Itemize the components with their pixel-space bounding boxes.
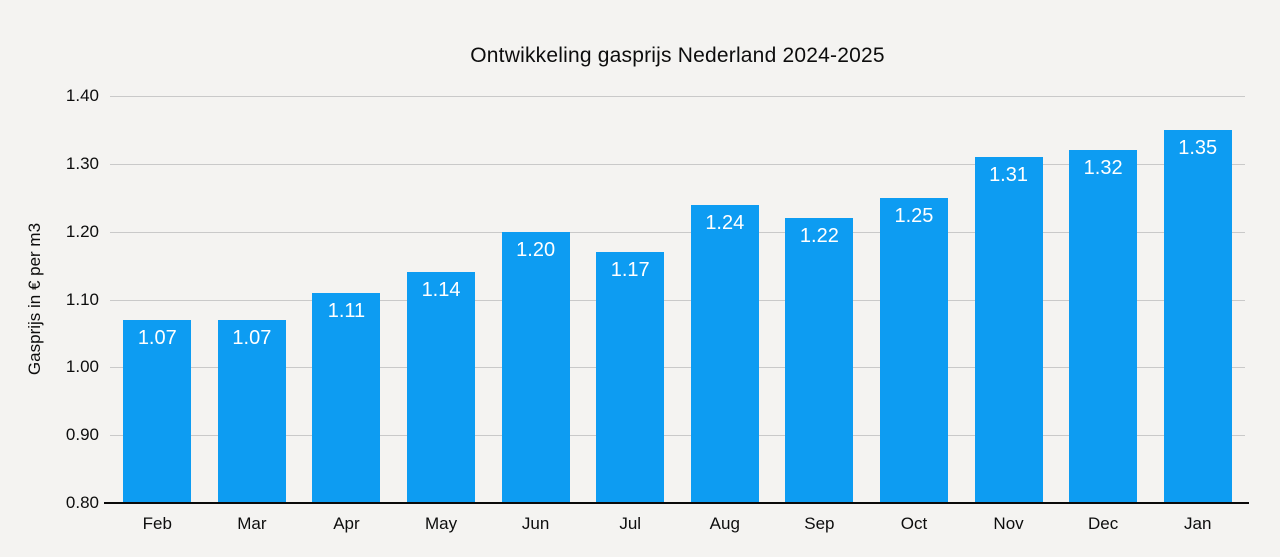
y-tick-label: 1.10: [65, 289, 99, 309]
bar-value-label: 1.22: [799, 225, 839, 248]
bar-value-label: 1.25: [894, 204, 934, 227]
bar-aug: 1.24: [690, 204, 759, 503]
bar-apr: 1.11: [312, 292, 381, 503]
bar-value-label: 1.07: [137, 326, 177, 349]
x-axis-line: [104, 502, 1249, 504]
x-tick-label-feb: Feb: [142, 514, 172, 533]
y-tick-label: 1.20: [65, 221, 99, 241]
x-tick-label-dec: Dec: [1088, 514, 1119, 533]
bar-jul: 1.17: [596, 252, 665, 503]
x-tick-label-may: May: [424, 514, 458, 533]
y-tick-label: 1.30: [65, 153, 99, 173]
x-tick-label-jan: Jan: [1183, 514, 1212, 533]
bar-nov: 1.31: [974, 157, 1043, 503]
bar-value-label: 1.11: [327, 299, 366, 322]
gridline: [110, 367, 1245, 369]
x-tick-label-jul: Jul: [619, 514, 642, 533]
plot-area: 1.07 1.07 1.11 1.14 1.20 1.17 1.24 1.22 1.25 1.31…: [104, 96, 1249, 504]
bar-value-label: 1.07: [232, 326, 272, 349]
chart-title: Ontwikkeling gasprijs Nederland 2024-202…: [470, 44, 885, 67]
bar-value-label: 1.20: [516, 238, 556, 261]
x-tick-label-sep: Sep: [804, 514, 835, 533]
bar-value-label: 1.31: [989, 164, 1028, 187]
gridline: [110, 231, 1245, 233]
y-tick-label: 0.90: [65, 425, 99, 445]
bar-value-label: 1.14: [421, 279, 461, 302]
gridline: [110, 435, 1245, 437]
x-tick-label-mar: Mar: [237, 514, 267, 533]
bar-oct: 1.25: [879, 197, 948, 503]
x-tick-label-oct: Oct: [900, 514, 928, 533]
gridline: [110, 96, 1245, 97]
bar-value-label: 1.17: [610, 259, 650, 282]
bar-mar: 1.07: [217, 319, 286, 503]
x-tick-label-apr: Apr: [333, 514, 360, 533]
bar-jan: 1.35: [1163, 129, 1232, 503]
y-tick-label: 0.80: [65, 493, 99, 512]
gridline: [110, 163, 1245, 165]
bar-may: 1.14: [407, 272, 476, 503]
x-tick-label-nov: Nov: [993, 514, 1024, 533]
bar-jun: 1.20: [501, 231, 570, 503]
x-tick-label-aug: Aug: [709, 514, 740, 533]
bar-value-label: 1.24: [705, 211, 745, 234]
y-tick-label: 1.40: [65, 86, 99, 105]
bar-sep: 1.22: [785, 218, 854, 503]
gridline: [110, 299, 1245, 301]
y-tick-label: 1.00: [65, 357, 99, 377]
bar-value-label: 1.32: [1083, 157, 1123, 180]
x-tick-label-jun: Jun: [521, 514, 550, 533]
bar-dec: 1.32: [1069, 150, 1138, 503]
bar-value-label: 1.35: [1178, 136, 1218, 159]
bar-feb: 1.07: [123, 319, 192, 503]
